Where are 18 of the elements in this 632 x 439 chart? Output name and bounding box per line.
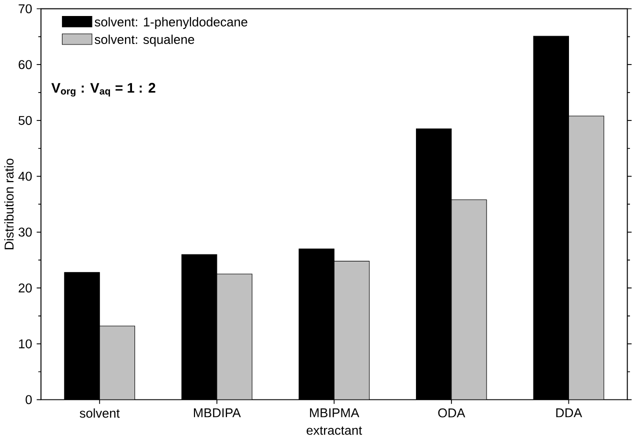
legend-label: solvent: squalene xyxy=(94,34,194,47)
x-axis-title: extractant xyxy=(306,426,362,435)
legend-label: solvent: 1-phenyldodecane xyxy=(94,17,248,29)
x-tick-label: ODA xyxy=(438,408,466,418)
x-tick-label: MBDIPA xyxy=(194,408,241,418)
y-tick-label: 10 xyxy=(19,339,32,348)
x-tick-label: solvent xyxy=(80,408,120,418)
x-tick-label: DDA xyxy=(556,408,582,418)
y-tick-label: 70 xyxy=(18,4,32,14)
y-tick-label: 60 xyxy=(18,60,32,70)
y-tick-label: 0 xyxy=(26,395,32,404)
annotation: V$_{org}$ : V$_{aq}$ = 1 : 2 xyxy=(51,82,156,97)
y-tick-label: 40 xyxy=(18,172,32,181)
x-tick-label: MBIPMA xyxy=(310,408,360,418)
y-tick-label: 50 xyxy=(18,116,32,125)
y-axis-title: Distribution ratio xyxy=(4,158,14,250)
y-tick-label: 20 xyxy=(18,283,32,292)
y-tick-label: 30 xyxy=(18,228,32,237)
